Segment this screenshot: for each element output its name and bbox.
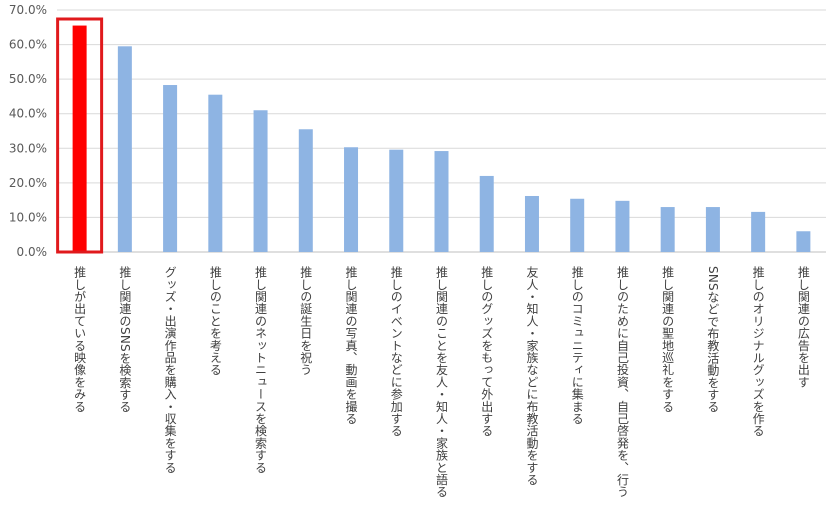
bar [434, 151, 449, 252]
x-category-label: 推しのイベントなどに参加する [389, 266, 403, 437]
bar [253, 110, 268, 252]
y-tick-label: 20.0% [9, 176, 47, 190]
x-category-label: 推し関連の聖地巡礼をする [661, 266, 675, 413]
y-axis-tick-labels: 0.0% 10.0% 20.0% 30.0% 40.0% 50.0% 60.0% 70.0% [9, 3, 47, 259]
y-tick-label: 70.0% [9, 3, 47, 17]
x-axis-category-labels: 推しが出ている映像をみる 推し関連のSNSを検索する グッズ・出演作品を購入・収集を… [73, 266, 811, 498]
x-category-label: 推しのグッズをもって外出する [480, 266, 494, 437]
x-category-label: 推しのことを考える [208, 266, 222, 376]
x-category-label: 推しのオリジナルグッズを作る [751, 266, 765, 437]
bar [796, 231, 811, 252]
bar [660, 207, 675, 252]
x-category-label: 推し関連の写真、動画を撮る [344, 266, 358, 425]
highlight-frame [56, 17, 104, 254]
bar [298, 129, 313, 252]
x-category-label: 推し関連の広告を出す [796, 266, 810, 388]
x-category-label: 推し関連のネットニュースを検索する [254, 266, 268, 474]
x-category-label: 友人・知人・家族などに布教活動をする [525, 266, 539, 486]
bar [117, 46, 132, 252]
bar [479, 175, 494, 252]
bars [56, 17, 811, 254]
bar [389, 149, 404, 252]
y-tick-label: 60.0% [9, 38, 47, 52]
y-tick-label: 50.0% [9, 72, 47, 86]
x-category-label: 推しの誕生日を祝う [299, 266, 313, 376]
bar [615, 200, 630, 252]
bar [163, 85, 178, 253]
x-category-label: SNSなどで布教活動をする [706, 266, 720, 413]
x-category-label: 推し関連のことを友人・知人・家族と語る [435, 266, 449, 498]
bar [751, 211, 766, 252]
y-tick-label: 30.0% [9, 141, 47, 155]
bar [524, 195, 539, 252]
bar [208, 94, 223, 252]
x-category-label: 推し関連のSNSを検索する [118, 266, 132, 413]
bar [705, 207, 720, 252]
x-category-label: 推しが出ている映像をみる [73, 266, 87, 413]
bar [570, 198, 585, 252]
x-category-label: 推しのコミュニティに集まる [570, 266, 584, 425]
y-tick-label: 0.0% [17, 245, 48, 259]
bar-highlighted [72, 25, 87, 252]
x-category-label: 推しのために自己投資、自己啓発を、行う [615, 266, 629, 498]
y-tick-label: 10.0% [9, 210, 47, 224]
bar [344, 147, 359, 252]
y-tick-label: 40.0% [9, 107, 47, 121]
x-category-label: グッズ・出演作品を購入・収集をする [163, 266, 177, 474]
